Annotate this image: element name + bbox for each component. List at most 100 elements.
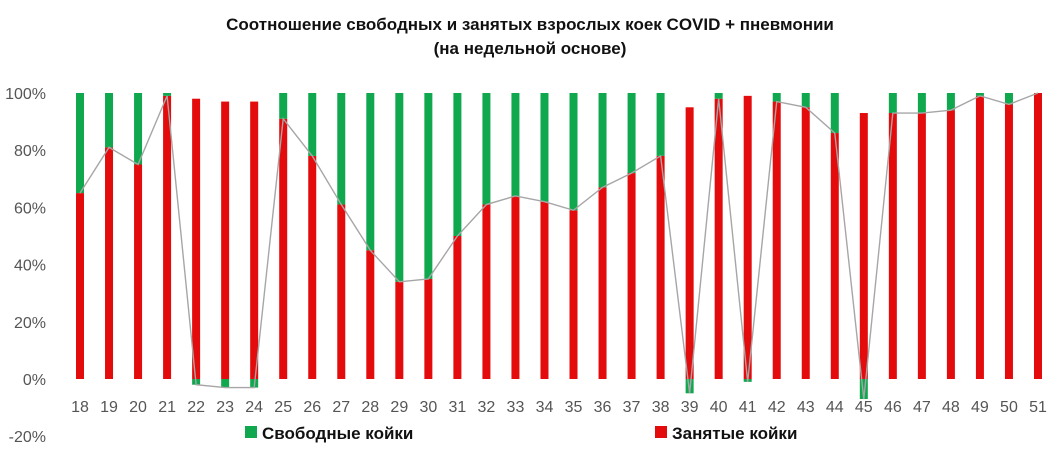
x-tick-label: 29 (390, 399, 408, 416)
chart-title: Соотношение свободных и занятых взрослых… (226, 15, 834, 34)
bar-free (221, 379, 230, 388)
bar-free (598, 93, 607, 188)
bar-free (395, 93, 404, 282)
bar-occupied (424, 278, 433, 379)
x-tick-label: 41 (739, 399, 757, 416)
x-tick-label: 39 (681, 399, 699, 416)
y-tick-label: 0% (23, 372, 46, 389)
y-tick-label: -20% (9, 429, 46, 446)
bar-occupied (598, 187, 607, 379)
x-tick-label: 18 (71, 399, 89, 416)
y-tick-label: 20% (14, 315, 46, 332)
bar-occupied (569, 210, 578, 379)
x-tick-label: 51 (1029, 399, 1047, 416)
x-tick-label: 43 (797, 399, 815, 416)
legend-swatch-occupied (655, 426, 667, 438)
bar-free (540, 93, 549, 202)
x-tick-label: 42 (768, 399, 786, 416)
bar-free (569, 93, 578, 211)
x-tick-label: 22 (187, 399, 205, 416)
trend-polyline (79, 92, 1039, 400)
bar-free (772, 93, 781, 102)
bar-free (685, 379, 694, 394)
y-tick-label: 60% (14, 200, 46, 217)
bar-occupied (163, 95, 172, 380)
bar-free (482, 93, 491, 205)
x-tick-label: 26 (303, 399, 321, 416)
bar-free (453, 93, 462, 236)
bar-free (801, 93, 810, 108)
x-tick-label: 28 (361, 399, 379, 416)
bar-occupied (946, 110, 955, 379)
bar-free (366, 93, 375, 251)
bar-free (1004, 93, 1013, 105)
x-tick-label: 35 (565, 399, 583, 416)
x-tick-label: 27 (332, 399, 350, 416)
bar-free (134, 93, 143, 165)
x-tick-label: 37 (623, 399, 641, 416)
bar-occupied (134, 164, 143, 379)
bar-occupied (482, 204, 491, 379)
bar-occupied (76, 193, 84, 379)
bar-free (279, 93, 288, 119)
bar-occupied (1033, 93, 1042, 379)
bar-occupied (540, 201, 549, 379)
bar-free (888, 93, 897, 114)
bar-free (163, 93, 172, 96)
bar-occupied (772, 101, 781, 379)
bars (76, 93, 1042, 400)
x-tick-label: 23 (216, 399, 234, 416)
x-axis: 18 19 20 21 22 23 24 25 26 27 28 29 30 31 32 33 34 35 36 37… (71, 399, 1047, 416)
bar-free (511, 93, 520, 196)
x-tick-label: 19 (100, 399, 118, 416)
trend-line (79, 92, 1039, 400)
chart-subtitle: (на недельной основе) (434, 39, 627, 58)
bar-occupied (366, 250, 375, 379)
bar-free (424, 93, 433, 279)
bar-free (105, 93, 114, 148)
bar-free (308, 93, 317, 156)
bar-occupied (511, 195, 520, 379)
x-tick-label: 50 (1000, 399, 1018, 416)
bar-free (859, 379, 868, 400)
x-tick-label: 34 (536, 399, 554, 416)
legend-swatch-free (245, 426, 257, 438)
bar-occupied (1004, 104, 1013, 379)
bar-occupied (221, 101, 230, 379)
bar-occupied (743, 95, 752, 380)
x-tick-label: 33 (507, 399, 525, 416)
bar-free (76, 93, 84, 194)
bar-occupied (395, 281, 404, 379)
y-tick-label: 100% (5, 86, 46, 103)
bar-occupied (917, 113, 926, 380)
bar-free (975, 93, 984, 96)
x-tick-label: 46 (884, 399, 902, 416)
bar-occupied (627, 173, 636, 379)
x-tick-label: 31 (448, 399, 466, 416)
x-tick-label: 30 (419, 399, 437, 416)
x-tick-label: 36 (594, 399, 612, 416)
x-tick-label: 32 (478, 399, 496, 416)
bar-occupied (801, 107, 810, 380)
x-tick-label: 48 (942, 399, 960, 416)
y-tick-label: 40% (14, 258, 46, 275)
legend-label-free: Свободные койки (262, 424, 413, 443)
bar-occupied (105, 147, 114, 379)
bar-occupied (859, 113, 868, 380)
legend: Свободные койки Занятые койки (245, 424, 797, 443)
bar-free (337, 93, 346, 205)
bar-free (917, 93, 926, 114)
y-tick-label: 80% (14, 143, 46, 160)
bar-occupied (279, 118, 288, 380)
bar-occupied (250, 101, 259, 379)
legend-label-occupied: Занятые койки (672, 424, 797, 443)
x-tick-label: 44 (826, 399, 844, 416)
bar-occupied (308, 155, 317, 379)
y-axis: -20% 0% 20% 40% 60% 80% 100% (5, 86, 46, 446)
x-tick-label: 25 (274, 399, 292, 416)
x-tick-label: 24 (245, 399, 263, 416)
bar-occupied (830, 133, 839, 379)
bar-occupied (192, 98, 201, 379)
x-tick-label: 45 (855, 399, 873, 416)
bar-occupied (337, 204, 346, 379)
